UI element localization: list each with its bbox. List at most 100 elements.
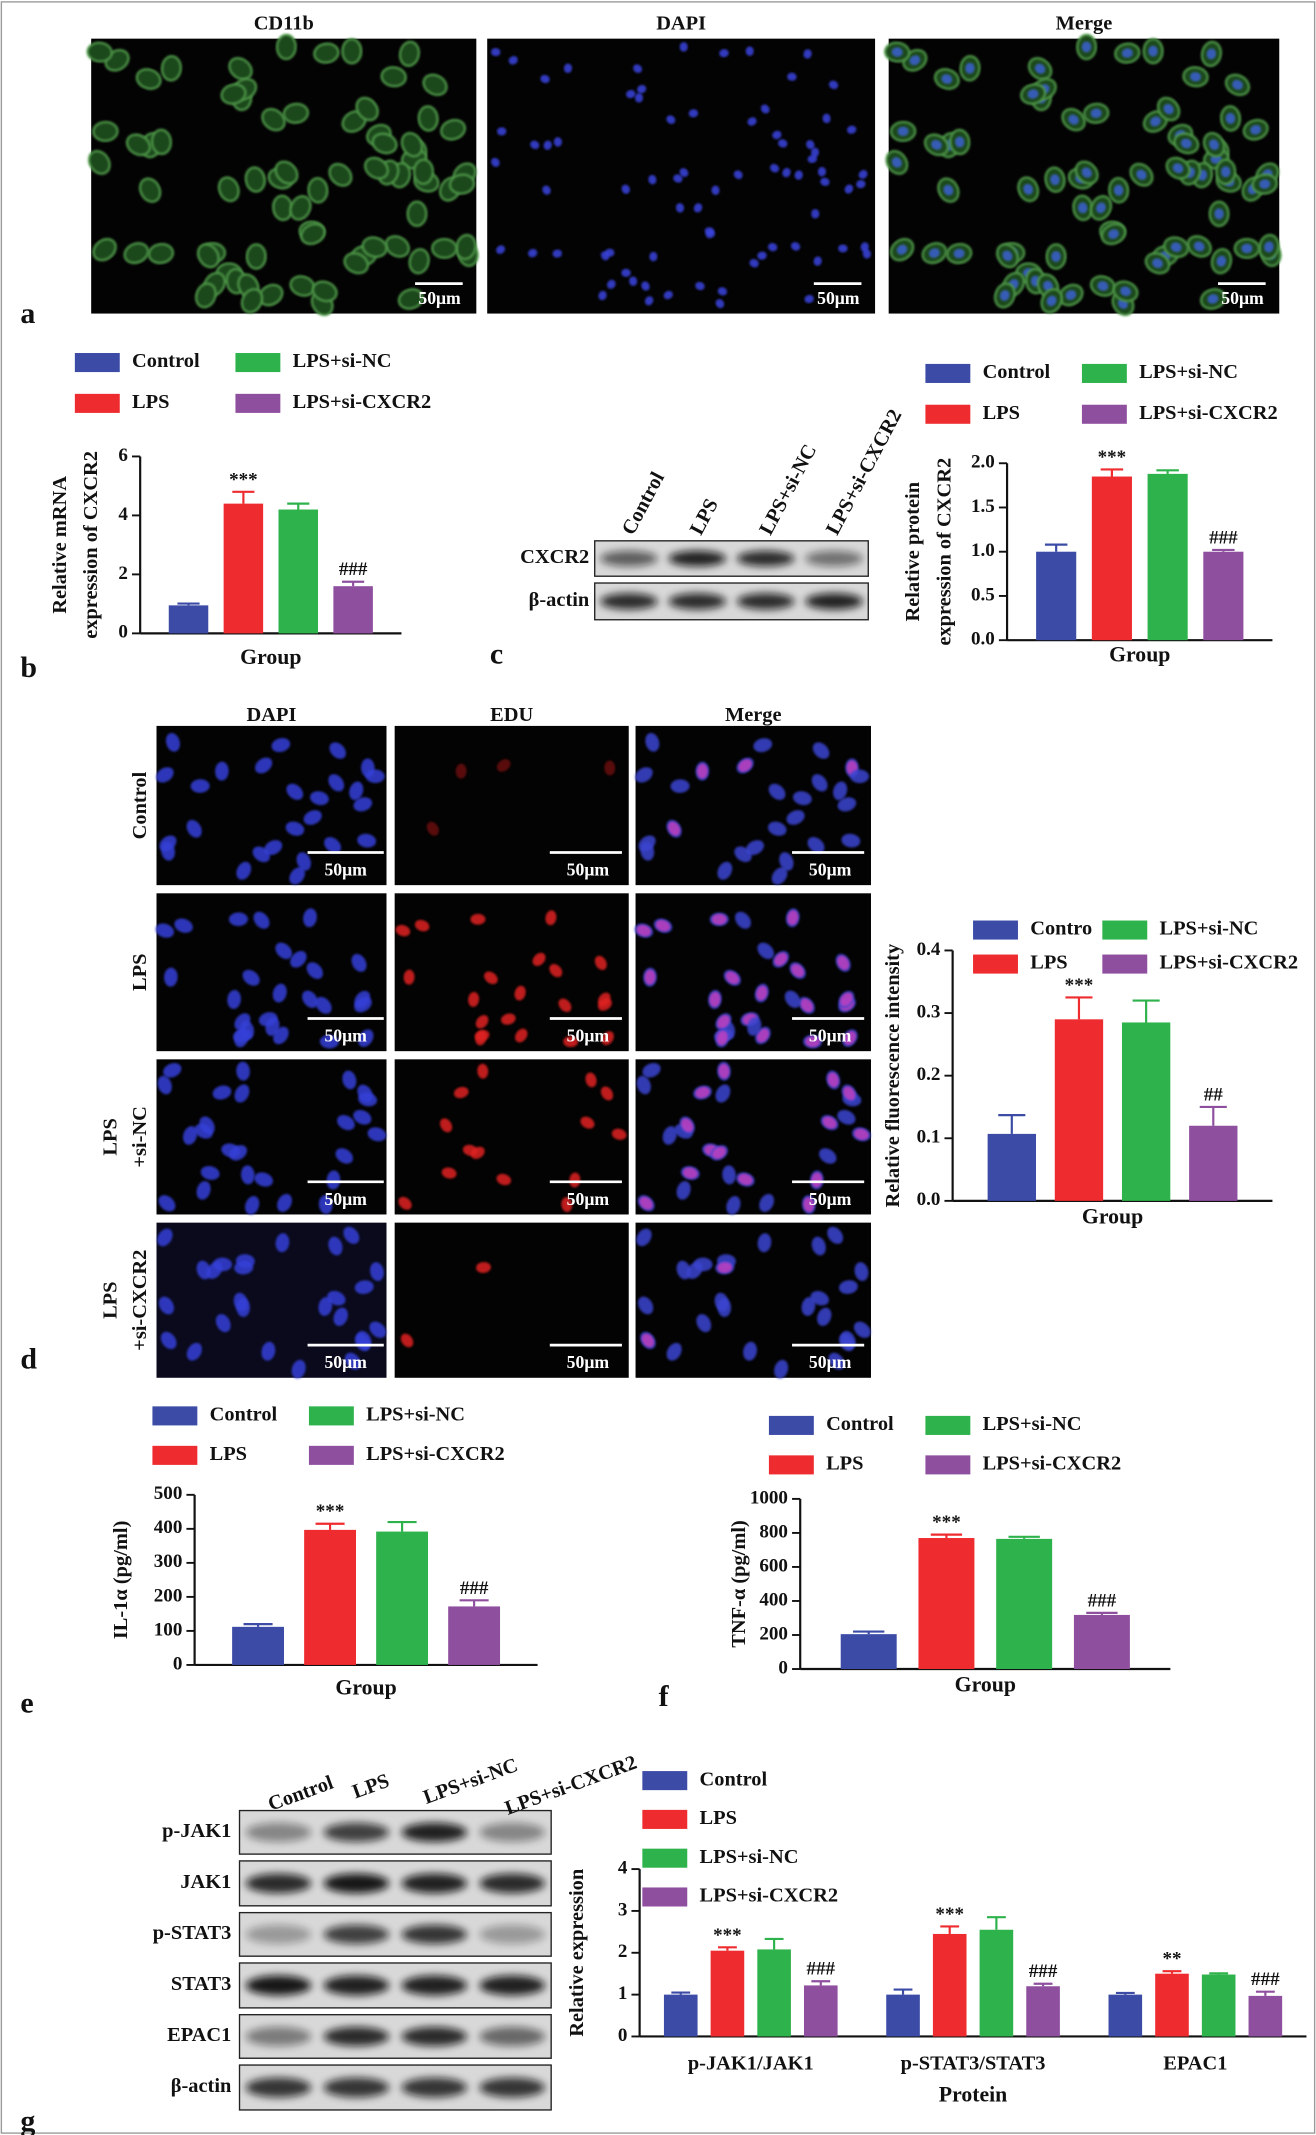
legend-swatch	[642, 1848, 688, 1868]
y-tick-label: 1.0	[971, 540, 995, 561]
nucleus	[726, 1196, 741, 1215]
nucleus	[543, 140, 552, 150]
blot-band	[668, 593, 727, 610]
nucleus	[767, 243, 778, 252]
nucleus	[291, 1359, 306, 1379]
y-axis-label: Relative fluorescence intensity	[882, 944, 904, 1208]
edu-nucleus	[545, 910, 557, 926]
cell	[240, 288, 264, 314]
error-bar	[387, 1520, 417, 1532]
legend-swatch	[74, 353, 120, 373]
nucleus	[760, 104, 770, 114]
nucleus	[767, 821, 787, 836]
bar	[1091, 476, 1132, 641]
nucleus	[236, 1297, 250, 1317]
nucleus	[753, 738, 773, 753]
bar	[1203, 551, 1244, 641]
cell	[123, 242, 150, 265]
nucleus	[542, 185, 551, 195]
legend-label: LPS	[983, 402, 1020, 424]
y-axis-label: expression of CXCR2	[80, 451, 102, 639]
edu-nucleus	[695, 1086, 710, 1099]
legend-swatch	[925, 1415, 971, 1435]
scale-bar-label: 50μm	[567, 1352, 610, 1372]
y-tick-label: 0.3	[917, 1001, 941, 1022]
nucleus	[896, 244, 908, 255]
nucleus	[778, 139, 788, 148]
error-bar	[232, 490, 255, 504]
edu-nucleus	[711, 913, 727, 925]
edu-nucleus	[843, 1031, 857, 1046]
image-background	[635, 725, 871, 886]
error-bar	[764, 1937, 784, 1950]
nucleus	[306, 962, 323, 979]
nucleus	[695, 281, 705, 291]
edu-nucleus	[604, 760, 616, 776]
nucleus	[315, 996, 332, 1014]
blot-band	[245, 2077, 312, 2098]
nucleus	[1050, 174, 1060, 186]
nucleus	[182, 1126, 198, 1145]
nucleus	[849, 769, 870, 784]
micrograph	[156, 725, 387, 886]
nucleus	[790, 242, 801, 251]
panel-letter: e	[20, 1687, 33, 1720]
nucleus	[803, 49, 812, 59]
y-tick-label: 500	[154, 1483, 183, 1504]
nucleus	[860, 242, 869, 252]
nucleus	[1232, 79, 1243, 90]
edu-nucleus	[738, 1173, 753, 1186]
nucleus	[607, 279, 616, 289]
nucleus	[734, 846, 752, 863]
nucleus	[636, 1228, 652, 1247]
cell	[86, 41, 113, 63]
x-axis-label: Protein	[939, 2082, 1008, 2106]
nucleus	[212, 1257, 233, 1272]
nucleus	[810, 1290, 829, 1306]
cell	[328, 162, 353, 187]
nucleus	[234, 1028, 249, 1048]
nucleus	[784, 990, 801, 1008]
error-bar	[718, 1946, 737, 1951]
cell	[311, 280, 338, 303]
error-bar	[1255, 1990, 1275, 1996]
legend-swatch	[642, 1887, 688, 1907]
nucleus	[696, 1314, 712, 1333]
edu-nucleus	[580, 1116, 595, 1129]
nucleus	[1097, 281, 1109, 291]
nucleus	[1259, 179, 1271, 189]
column-title: Merge	[725, 704, 782, 726]
nucleus	[353, 1109, 372, 1125]
nucleus	[328, 774, 345, 792]
nucleus	[158, 1195, 176, 1212]
edu-nucleus	[563, 1036, 579, 1048]
scale-bar-label: 50μm	[809, 1352, 852, 1372]
error-bar	[853, 1630, 885, 1635]
micrograph	[394, 1059, 629, 1215]
edu-nucleus	[756, 1028, 770, 1043]
cell	[307, 177, 329, 204]
nucleus	[212, 1085, 232, 1100]
y-tick-label: 0	[173, 1653, 183, 1674]
nucleus	[302, 990, 318, 1008]
legend-label: LPS+si-CXCR2	[700, 1885, 839, 1907]
edu-nucleus	[475, 1015, 489, 1029]
error-bar	[1008, 1535, 1040, 1539]
nucleus	[186, 819, 202, 838]
nucleus	[354, 990, 371, 1009]
nucleus	[1046, 295, 1057, 307]
panel-letter: f	[659, 1680, 670, 1713]
nucleus	[563, 63, 573, 74]
nucleus	[670, 779, 690, 793]
nucleus	[1108, 229, 1119, 239]
nucleus	[289, 867, 306, 885]
nucleus	[186, 1342, 202, 1361]
nucleus	[265, 1017, 280, 1036]
panel-letter: d	[20, 1342, 37, 1375]
nucleus	[645, 732, 660, 752]
edu-nucleus	[558, 998, 572, 1012]
legend-label: Control	[983, 361, 1051, 383]
significance-label: **	[1162, 1949, 1181, 1970]
blot-row-label: JAK1	[180, 1871, 231, 1893]
cell	[398, 40, 421, 67]
